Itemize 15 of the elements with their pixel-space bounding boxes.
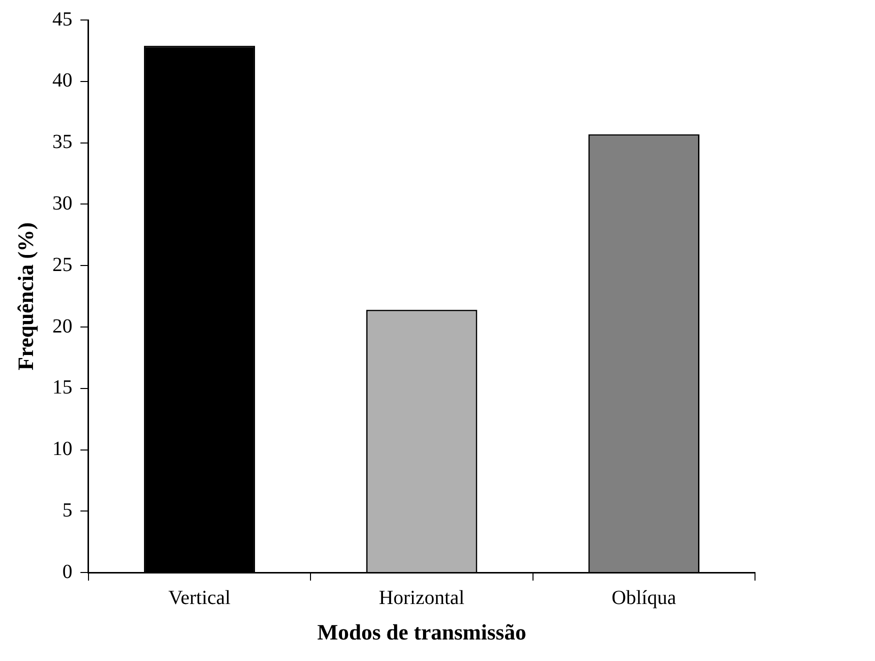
x-axis-title: Modos de transmissão bbox=[317, 619, 526, 644]
y-axis-title: Frequência (%) bbox=[12, 222, 38, 370]
y-tick-label: 15 bbox=[52, 376, 72, 399]
y-tick-label: 30 bbox=[52, 192, 72, 214]
y-tick-label: 25 bbox=[52, 254, 72, 276]
y-tick-label: 5 bbox=[62, 499, 72, 522]
x-tick-label: Horizontal bbox=[378, 586, 465, 609]
y-tick-label: 35 bbox=[52, 131, 72, 154]
x-tick-label: Oblíqua bbox=[612, 586, 676, 609]
y-tick-label: 20 bbox=[52, 315, 72, 338]
y-tick-label: 0 bbox=[62, 560, 72, 583]
y-tick-label: 10 bbox=[52, 438, 72, 460]
y-tick-label: 40 bbox=[52, 70, 72, 92]
x-tick-label: Vertical bbox=[168, 586, 232, 609]
y-tick-label: 45 bbox=[52, 8, 72, 30]
